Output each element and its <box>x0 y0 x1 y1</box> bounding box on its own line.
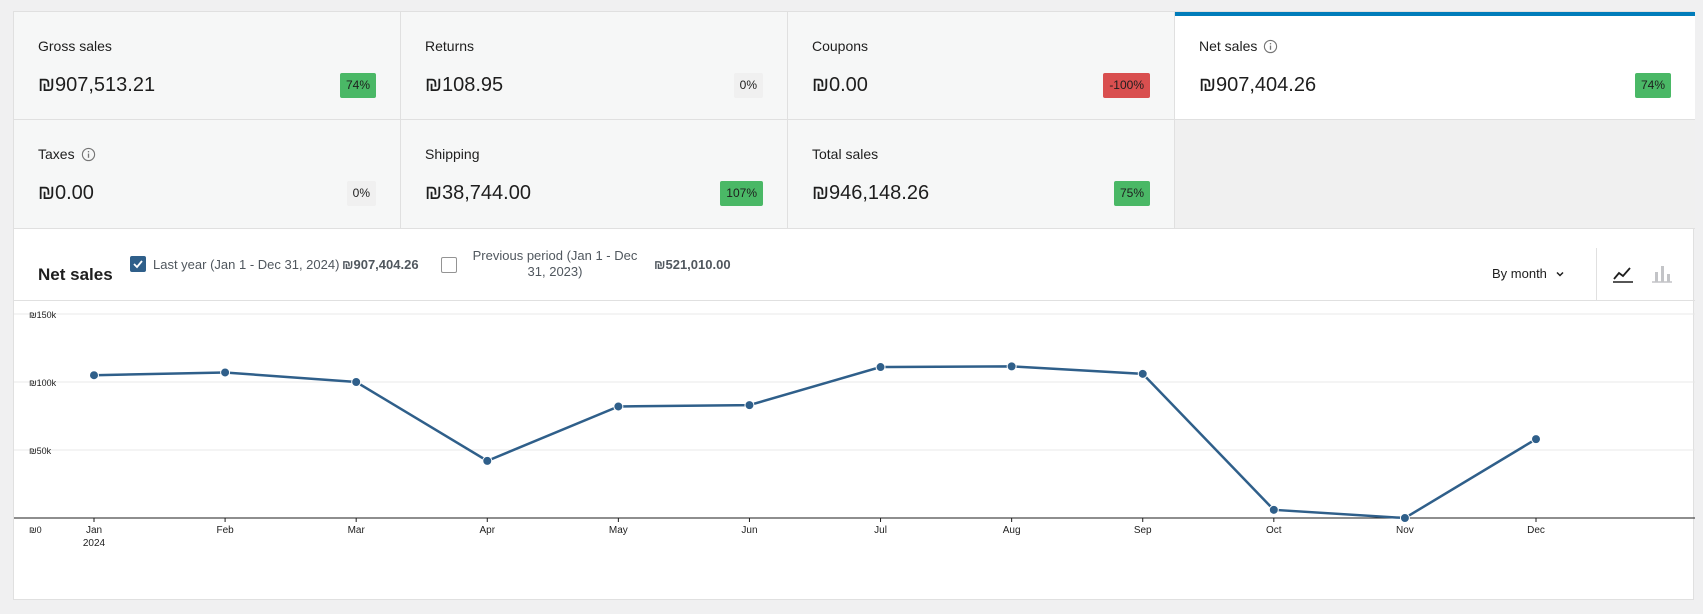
tile-label: Net sales <box>1199 38 1278 54</box>
series-line <box>93 365 1537 520</box>
data-point[interactable] <box>220 367 231 378</box>
x-tick-label: Jan <box>86 525 102 536</box>
change-badge: 74% <box>1634 73 1671 98</box>
tile-label-text: Total sales <box>812 146 879 162</box>
tile-label-text: Gross sales <box>38 38 112 54</box>
change-badge: 0% <box>346 181 376 206</box>
tile-label: Returns <box>425 38 474 54</box>
x-tick-label: Jul <box>874 525 887 536</box>
tile-value: ₪0.00 <box>38 182 94 204</box>
x-tick-label: Oct <box>1266 525 1282 536</box>
interval-select[interactable]: By month <box>1492 266 1565 281</box>
summary-tile-gross-sales[interactable]: Gross sales ₪907,513.21 74% <box>14 12 401 120</box>
tile-label-text: Net sales <box>1199 38 1258 54</box>
x-tick-label: May <box>609 525 628 536</box>
tile-label-text: Returns <box>425 38 475 54</box>
summary-tile-net-sales[interactable]: Net sales ₪907,404.26 74% <box>1175 12 1695 120</box>
data-point[interactable] <box>482 455 493 466</box>
check-icon <box>133 260 143 269</box>
change-badge: -100% <box>1103 73 1150 98</box>
previous-period-label-line2: 31, 2023) <box>527 264 583 279</box>
current-period-label: Last year (Jan 1 - Dec 31, 2024) <box>153 257 340 272</box>
data-point[interactable] <box>1137 368 1148 379</box>
previous-period-checkbox[interactable] <box>441 257 457 273</box>
data-point[interactable] <box>1268 504 1279 515</box>
tile-value: ₪108.95 <box>425 74 504 96</box>
info-icon[interactable] <box>1263 39 1278 54</box>
summary-tile-total-sales[interactable]: Total sales ₪946,148.26 75% <box>788 120 1175 229</box>
current-period-checkbox[interactable] <box>130 256 146 272</box>
x-tick-label: Dec <box>1527 525 1545 536</box>
info-icon[interactable] <box>81 147 96 162</box>
report-panel: Gross sales ₪907,513.21 74% Returns ₪108.95 0… <box>13 11 1695 600</box>
chart-title: Net sales <box>38 265 113 284</box>
tile-label: Taxes <box>38 146 96 162</box>
summary-tiles: Gross sales ₪907,513.21 74% Returns ₪108.95 0… <box>14 12 1695 248</box>
y-tick-label: ₪100k <box>29 378 57 388</box>
tile-label: Gross sales <box>38 38 112 54</box>
data-point[interactable] <box>351 377 362 387</box>
chart-plot-area: ₪0 ₪50k ₪100k ₪150k Jan Feb Mar Apr May Jun Jul Aug… <box>14 302 1695 600</box>
x-tick-label: Jun <box>741 525 757 536</box>
data-point[interactable] <box>875 362 886 373</box>
summary-tile-returns[interactable]: Returns ₪108.95 0% <box>401 12 788 120</box>
change-badge: 107% <box>720 181 763 206</box>
summary-tile-taxes[interactable]: Taxes ₪0.00 0% <box>14 120 401 229</box>
summary-tile-coupons[interactable]: Coupons ₪0.00 -100% <box>788 12 1175 120</box>
x-tick-label: Mar <box>348 525 366 536</box>
net-sales-chart: ₪0 ₪50k ₪100k ₪150k Jan Feb Mar Apr May Jun Jul Aug… <box>14 310 1695 549</box>
change-badge: 74% <box>339 73 376 98</box>
data-point[interactable] <box>89 370 99 381</box>
data-point[interactable] <box>1531 434 1541 445</box>
y-tick-label: ₪150k <box>29 310 57 320</box>
tile-label: Shipping <box>425 146 480 162</box>
x-tick-label: Aug <box>1003 525 1021 536</box>
chart-header: Net sales Last year (Jan 1 - Dec 31, 202… <box>14 248 1695 301</box>
interval-label: By month <box>1492 266 1547 281</box>
chart-type-toggle <box>1596 248 1695 300</box>
data-point[interactable] <box>744 400 755 411</box>
previous-period-label-line1: Previous period (Jan 1 - Dec <box>472 248 638 263</box>
x-year-label: 2024 <box>83 538 106 549</box>
x-tick-label: Feb <box>216 525 234 536</box>
x-tick-label: Nov <box>1396 525 1414 536</box>
tile-label: Coupons <box>812 38 868 54</box>
previous-period-value: ₪521,010.00 <box>654 257 731 272</box>
tile-value: ₪946,148.26 <box>812 182 930 204</box>
x-tick-label: Apr <box>479 525 495 536</box>
tile-label-text: Taxes <box>38 146 75 162</box>
data-point[interactable] <box>1006 361 1017 372</box>
current-period-value: ₪907,404.26 <box>342 257 419 272</box>
data-point[interactable] <box>613 401 624 412</box>
previous-period-label: Previous period (Jan 1 - Dec 31, 2023) <box>469 248 641 280</box>
tile-value: ₪907,513.21 <box>38 74 156 96</box>
y-tick-label: ₪50k <box>29 446 52 456</box>
tile-value: ₪0.00 <box>812 74 868 96</box>
y-tick-label: ₪0 <box>29 525 42 535</box>
chevron-down-icon <box>1556 271 1564 277</box>
tile-label: Total sales <box>812 146 878 162</box>
line-chart-icon[interactable] <box>1612 264 1634 284</box>
summary-tile-shipping[interactable]: Shipping ₪38,744.00 107% <box>401 120 788 229</box>
tile-value: ₪907,404.26 <box>1199 74 1317 96</box>
tile-label-text: Shipping <box>425 146 480 162</box>
x-tick-label: Sep <box>1134 525 1152 536</box>
change-badge: 75% <box>1113 181 1150 206</box>
tile-value: ₪38,744.00 <box>425 182 531 204</box>
bar-chart-icon[interactable] <box>1651 264 1673 284</box>
data-point[interactable] <box>1399 513 1410 523</box>
tile-label-text: Coupons <box>812 38 869 54</box>
empty-tile <box>1175 120 1695 229</box>
change-badge: 0% <box>733 73 763 98</box>
